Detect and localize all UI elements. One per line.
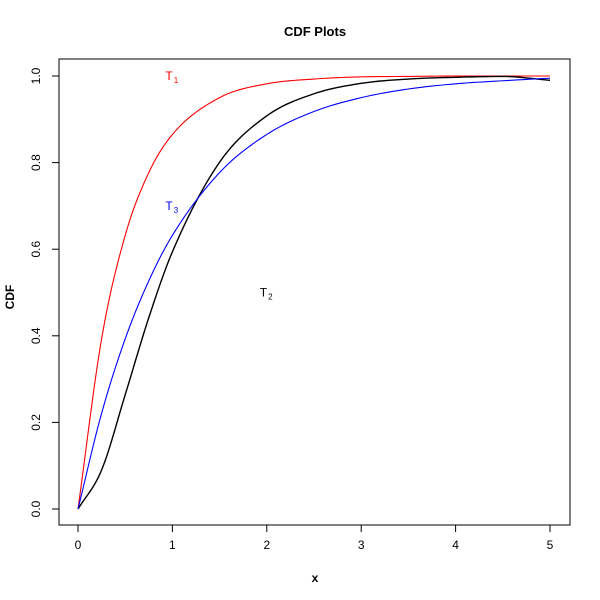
series-line-T1: [77, 75, 550, 510]
series-line-T3: [77, 77, 551, 510]
y-tick-label: 0.4: [29, 327, 43, 344]
y-axis-label: CDF: [3, 285, 17, 310]
x-tick-label: 4: [452, 538, 459, 552]
curve-label-T3: T3: [165, 199, 178, 215]
y-tick-label: 1.0: [29, 67, 43, 84]
x-tick-label: 3: [358, 538, 365, 552]
x-axis-label: x: [312, 571, 319, 585]
series-line-T2: [77, 75, 551, 510]
y-tick-label: 0.2: [29, 414, 43, 431]
curve-label-T2: T2: [260, 286, 273, 302]
x-axis: 0 1 2 3 4 5: [75, 524, 554, 552]
x-tick-label: 1: [169, 538, 176, 552]
curves: [77, 75, 551, 510]
y-axis: 0.0 0.2 0.4 0.6 0.8 1.0: [29, 67, 60, 517]
y-tick-label: 0.6: [29, 241, 43, 258]
chart-title: CDF Plots: [284, 24, 346, 39]
curve-labels: T1 T2 T3: [165, 69, 273, 302]
x-tick-label: 2: [263, 538, 270, 552]
x-tick-label: 5: [547, 538, 554, 552]
y-tick-label: 0.8: [29, 154, 43, 171]
y-tick-label: 0.0: [29, 500, 43, 517]
plot-frame: [58, 58, 571, 526]
x-tick-label: 0: [75, 538, 82, 552]
curve-label-T1: T1: [165, 69, 178, 85]
